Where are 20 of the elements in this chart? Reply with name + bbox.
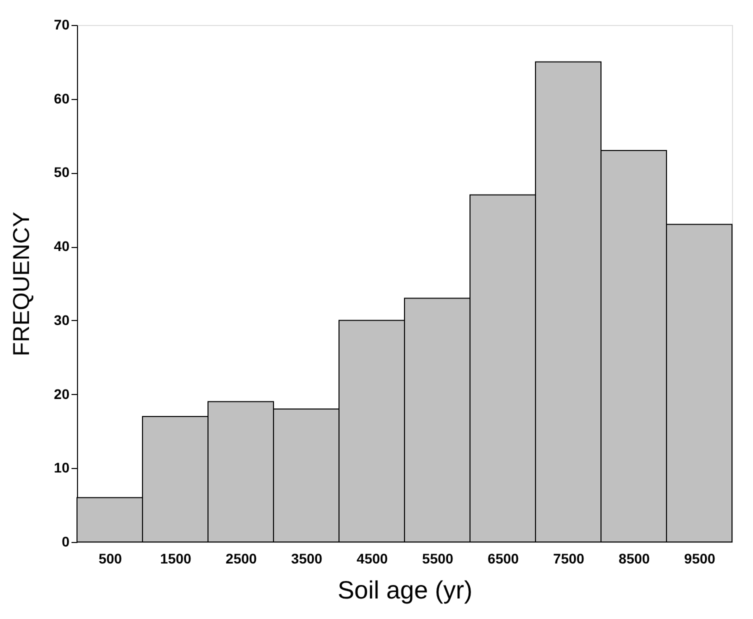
y-tick-label: 40	[54, 238, 70, 254]
x-tick-label: 9500	[684, 550, 716, 566]
y-axis-title: FREQUENCY	[8, 212, 34, 356]
y-tick-label: 50	[54, 164, 70, 180]
x-tick-label: 3500	[291, 550, 323, 566]
x-tick-label: 1500	[160, 550, 192, 566]
y-tick-label: 30	[54, 312, 70, 328]
x-tick-label: 7500	[553, 550, 585, 566]
x-tick-label: 5500	[422, 550, 454, 566]
x-tick-label: 4500	[356, 550, 388, 566]
x-tick-label: 6500	[488, 550, 520, 566]
x-tick-label: 8500	[618, 550, 650, 566]
x-axis-title: Soil age (yr)	[338, 576, 472, 604]
x-tick-label: 2500	[226, 550, 258, 566]
y-tick-label: 10	[54, 460, 70, 476]
y-tick-label: 20	[54, 386, 70, 402]
y-tick-label: 0	[62, 534, 70, 550]
y-tick-label: 70	[54, 16, 70, 32]
x-tick-label: 500	[98, 550, 122, 566]
y-tick-label: 60	[54, 90, 70, 106]
